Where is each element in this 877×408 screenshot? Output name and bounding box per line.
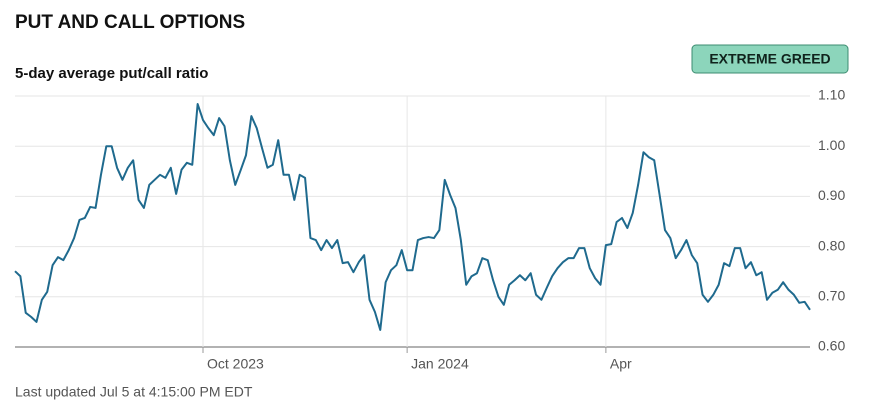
y-tick-label: 1.00 xyxy=(818,137,845,153)
y-tick-label: 0.80 xyxy=(818,237,845,253)
y-tick-label: 0.70 xyxy=(818,288,845,304)
footnote: Last updated Jul 5 at 4:15:00 PM EDT xyxy=(15,384,253,400)
y-tick-label: 1.10 xyxy=(818,87,845,103)
series-line xyxy=(14,103,811,331)
chart-title: PUT AND CALL OPTIONS xyxy=(15,12,245,33)
badge-box xyxy=(691,44,849,74)
badge: EXTREME GREED xyxy=(709,51,830,67)
x-tick-label: Apr xyxy=(610,356,632,372)
chart-subtitle: 5-day average put/call ratio xyxy=(15,65,208,82)
y-tick-label: 0.60 xyxy=(818,338,845,354)
y-tick-label: 0.90 xyxy=(818,187,845,203)
x-tick-label: Jan 2024 xyxy=(411,356,469,372)
x-tick-label: Oct 2023 xyxy=(207,356,264,372)
